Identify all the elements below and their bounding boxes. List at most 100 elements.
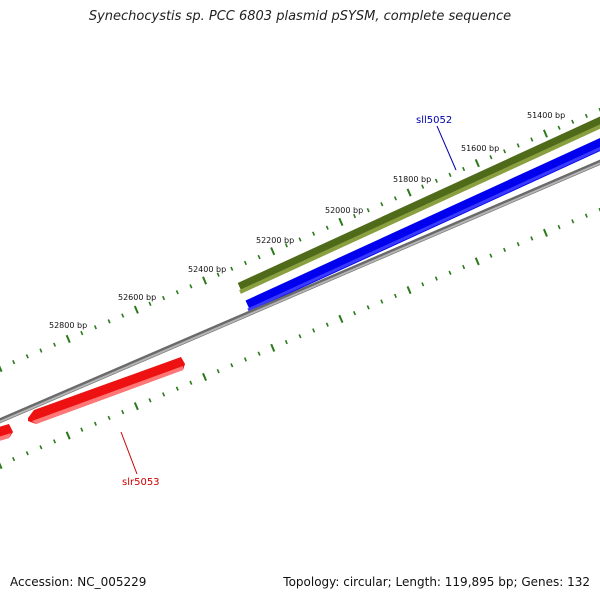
- inner-tick: [107, 415, 111, 421]
- outer-tick: [571, 119, 575, 124]
- inner-tick: [230, 363, 234, 368]
- inner-tick: [312, 328, 316, 333]
- bp-label: 52600 bp: [118, 293, 156, 302]
- gene-label-slr5053[interactable]: slr5053: [122, 477, 160, 488]
- outer-tick: [406, 188, 412, 197]
- inner-tick: [406, 286, 412, 295]
- outer-tick: [189, 284, 193, 289]
- outer-tick: [148, 301, 152, 307]
- outer-tick: [65, 334, 71, 343]
- inner-tick: [202, 372, 208, 381]
- inner-tick: [462, 264, 466, 270]
- inner-tick: [584, 213, 588, 218]
- outer-tick: [0, 365, 3, 373]
- outer-tick: [421, 184, 425, 189]
- outer-tick: [516, 143, 520, 148]
- bp-label: 52000 bp: [325, 206, 363, 215]
- inner-tick: [530, 236, 534, 241]
- inner-tick: [421, 282, 425, 287]
- outer-tick: [489, 155, 493, 160]
- inner-tick: [25, 451, 29, 456]
- gene-sll5052[interactable]: [245, 137, 600, 312]
- outer-tick: [12, 359, 16, 365]
- gene-fragment-left[interactable]: [0, 424, 13, 442]
- outer-tick: [216, 272, 220, 277]
- outer-tick: [284, 243, 288, 248]
- gene-label-sll5052[interactable]: sll5052: [416, 115, 452, 126]
- bp-labels: 51400 bp 51600 bp 51800 bp 52000 bp 52200 bp…: [49, 111, 565, 330]
- outer-tick: [434, 178, 438, 183]
- map-title: Synechocystis sp. PCC 6803 plasmid pSYSM…: [88, 9, 512, 24]
- outer-tick: [353, 213, 357, 219]
- inner-tick: [93, 421, 97, 426]
- outer-tick: [270, 247, 276, 256]
- gene-slr5053[interactable]: [28, 357, 185, 424]
- outer-tick: [530, 137, 534, 142]
- inner-tick: [448, 270, 452, 276]
- inner-tick: [12, 456, 16, 462]
- topology-summary-text: Topology: circular; Length: 119,895 bp; …: [283, 575, 590, 589]
- inner-tick: [353, 310, 357, 316]
- outer-tick: [121, 313, 125, 318]
- inner-tick: [133, 402, 139, 411]
- outer-tick-row: [0, 107, 600, 373]
- sequence-backbone: [0, 159, 600, 424]
- outer-tick: [93, 325, 97, 330]
- outer-tick: [175, 290, 179, 295]
- outer-tick: [243, 260, 247, 266]
- outer-tick: [542, 129, 548, 138]
- sll5052-leader-line: [436, 125, 457, 171]
- accession-text: Accession: NC_005229: [10, 575, 147, 589]
- outer-tick: [80, 330, 84, 336]
- inner-tick: [434, 276, 438, 281]
- outer-tick: [53, 342, 57, 347]
- outer-tick: [230, 266, 234, 271]
- bp-label: 51800 bp: [393, 175, 431, 184]
- outer-tick: [598, 107, 600, 112]
- outer-tick: [584, 113, 588, 119]
- inner-tick: [0, 462, 3, 470]
- inner-tick: [338, 314, 344, 323]
- inner-tick: [162, 392, 166, 397]
- outer-tick: [39, 348, 43, 353]
- inner-tick: [393, 293, 397, 299]
- outer-tick: [257, 254, 261, 260]
- outer-tick: [107, 319, 111, 324]
- outer-tick: [474, 159, 480, 168]
- inner-tick: [598, 207, 600, 212]
- inner-tick: [284, 339, 288, 345]
- bp-label: 51600 bp: [461, 144, 499, 153]
- outer-tick: [133, 305, 139, 314]
- outer-tick: [366, 207, 370, 213]
- slr5053-leader-line: [120, 431, 138, 475]
- outer-tick: [202, 276, 208, 285]
- inner-tick: [516, 241, 520, 247]
- inner-tick: [380, 299, 384, 304]
- inner-tick: [243, 357, 247, 362]
- inner-tick: [298, 334, 302, 339]
- inner-tick: [542, 228, 548, 237]
- inner-tick: [216, 368, 220, 374]
- bp-label: 51400 bp: [527, 111, 565, 120]
- inner-tick: [148, 398, 152, 403]
- outer-tick: [325, 225, 329, 230]
- inner-tick: [270, 343, 276, 352]
- inner-tick: [503, 247, 507, 253]
- inner-tick: [65, 431, 71, 440]
- inner-tick: [489, 253, 493, 258]
- bp-label: 52400 bp: [188, 265, 226, 274]
- inner-tick: [175, 386, 179, 391]
- inner-tick: [53, 439, 57, 444]
- outer-tick: [338, 217, 344, 226]
- inner-tick: [325, 322, 329, 327]
- outer-tick: [462, 166, 466, 172]
- inner-tick: [557, 224, 561, 230]
- inner-tick: [80, 427, 84, 432]
- outer-tick: [503, 149, 507, 154]
- inner-tick: [257, 351, 261, 356]
- bp-label: 52200 bp: [256, 236, 294, 245]
- inner-tick: [474, 257, 480, 266]
- inner-tick: [39, 445, 43, 450]
- inner-tick: [366, 305, 370, 310]
